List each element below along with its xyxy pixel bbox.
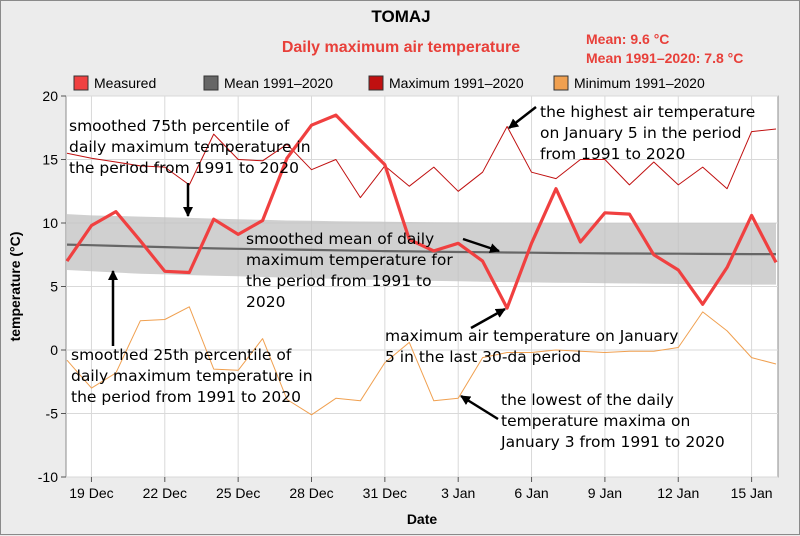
x-tick-label: 15 Jan	[731, 485, 773, 501]
x-tick-label: 19 Dec	[69, 485, 113, 501]
chart-subtitle: Daily maximum air temperature	[281, 39, 521, 56]
x-tick-label: 9 Jan	[588, 485, 622, 501]
legend-swatch	[553, 75, 569, 91]
x-tick-label: 22 Dec	[143, 485, 187, 501]
y-tick-label: -5	[46, 406, 59, 422]
annotation-measured: maximum air temperature on January 5 in t…	[385, 327, 678, 366]
legend-swatch	[368, 75, 384, 91]
annotation-highest: the highest air temperature on January 5 …	[540, 103, 755, 163]
mean-reference-value: Mean 1991–2020: 7.8 °C	[586, 50, 744, 66]
x-tick-label: 25 Dec	[216, 485, 260, 501]
y-tick-label: 5	[50, 279, 58, 295]
arrow-measured	[470, 307, 506, 330]
y-tick-label: 10	[42, 215, 58, 231]
series-mean-line	[66, 243, 776, 256]
mean-value: Mean: 9.6 °C	[586, 31, 670, 47]
y-tick-label: 0	[50, 342, 58, 358]
legend-label: Maximum 1991–2020	[389, 75, 524, 91]
x-tick-label: 28 Dec	[289, 485, 333, 501]
arrow-lowest	[460, 394, 499, 421]
series-maximum-line	[66, 126, 777, 199]
x-axis-label: Date	[407, 511, 438, 527]
y-axis-label: temperature (°C)	[7, 232, 23, 342]
annotation-p75: smoothed 75th percentile of daily maximum…	[69, 117, 311, 177]
x-tick-label: 6 Jan	[514, 485, 548, 501]
y-tick-label: 15	[42, 152, 58, 168]
legend-label: Mean 1991–2020	[224, 75, 333, 91]
series-minimum-line	[66, 306, 777, 416]
annotation-mean: smoothed mean of daily maximum temperatur…	[246, 230, 453, 311]
legend-label: Minimum 1991–2020	[574, 75, 705, 91]
chart-title: TOMAJ	[371, 7, 431, 26]
annotation-lowest: the lowest of the daily temperature maxim…	[500, 391, 725, 451]
series-measured-line	[65, 113, 778, 310]
legend-label: Measured	[94, 75, 156, 91]
y-tick-label: -10	[38, 469, 58, 485]
x-tick-label: 31 Dec	[363, 485, 407, 501]
x-tick-label: 3 Jan	[441, 485, 475, 501]
x-tick-label: 12 Jan	[657, 485, 699, 501]
annotation-p25: smoothed 25th percentile of daily maximum…	[71, 346, 313, 406]
legend-swatch	[203, 75, 219, 91]
arrow-mean	[462, 237, 500, 253]
legend-swatch	[73, 75, 89, 91]
y-tick-label: 20	[42, 88, 58, 104]
arrow-highest	[508, 106, 537, 129]
